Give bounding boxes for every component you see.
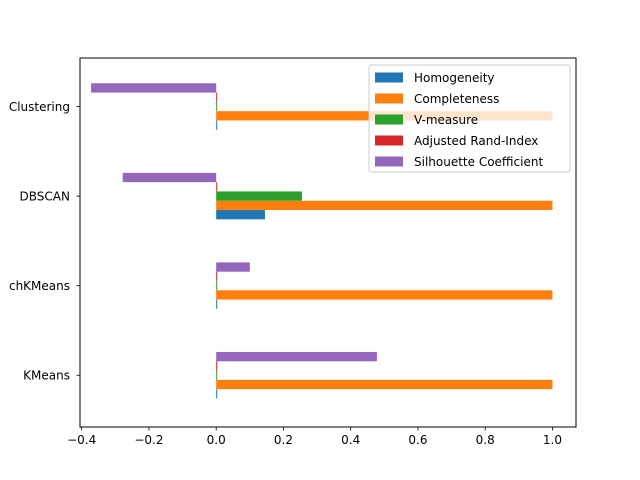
legend-swatch bbox=[375, 114, 403, 125]
bar-v-measure-0 bbox=[216, 370, 218, 380]
legend-swatch bbox=[375, 135, 403, 146]
x-axis: −0.4 −0.2 0.0 0.2 0.4 0.6 0.8 1.0 bbox=[67, 427, 562, 447]
bar-homogeneity-3 bbox=[216, 120, 218, 130]
bar-v-measure-2 bbox=[216, 191, 302, 201]
bar-v-measure-1 bbox=[216, 281, 218, 291]
y-tick-label: Clustering bbox=[9, 100, 70, 114]
y-tick-label: KMeans bbox=[23, 369, 70, 383]
legend-label: Adjusted Rand-Index bbox=[414, 134, 538, 148]
x-tick-label: 0.4 bbox=[341, 433, 360, 447]
y-axis: KMeans chKMeans DBSCAN Clustering bbox=[9, 100, 80, 383]
legend-label: Homogeneity bbox=[414, 71, 495, 85]
legend-swatch bbox=[375, 156, 403, 167]
bar-adjusted-rand-index-2 bbox=[216, 182, 218, 192]
x-tick-label: −0.4 bbox=[67, 433, 96, 447]
legend-label: Completeness bbox=[414, 92, 499, 106]
bar-silhouette-coefficient-1 bbox=[216, 262, 250, 272]
legend-label: Silhouette Coefficient bbox=[414, 155, 543, 169]
bar-completeness-0 bbox=[216, 379, 553, 390]
bar-adjusted-rand-index-1 bbox=[216, 271, 218, 282]
bar-completeness-1 bbox=[216, 290, 553, 300]
legend-box bbox=[368, 64, 571, 173]
bar-silhouette-coefficient-2 bbox=[122, 172, 217, 183]
legend-swatch bbox=[375, 93, 403, 104]
bar-v-measure-3 bbox=[216, 101, 218, 112]
bar-adjusted-rand-index-3 bbox=[216, 92, 218, 102]
bar-homogeneity-2 bbox=[216, 210, 265, 220]
legend-swatch bbox=[375, 72, 403, 83]
x-tick-label: 1.0 bbox=[543, 433, 562, 447]
bar-homogeneity-0 bbox=[216, 389, 218, 399]
bar-adjusted-rand-index-0 bbox=[216, 361, 218, 371]
bar-homogeneity-1 bbox=[216, 299, 218, 309]
bar-silhouette-coefficient-3 bbox=[91, 83, 217, 93]
bar-silhouette-coefficient-0 bbox=[216, 351, 377, 362]
legend-label: V-measure bbox=[414, 113, 478, 127]
x-tick-label: 0.8 bbox=[476, 433, 495, 447]
plot-frame bbox=[79, 57, 577, 428]
bar-completeness-2 bbox=[216, 200, 553, 211]
x-tick-label: 0.6 bbox=[408, 433, 427, 447]
x-tick-label: 0.2 bbox=[274, 433, 293, 447]
x-tick-label: −0.2 bbox=[134, 433, 163, 447]
y-tick-label: chKMeans bbox=[9, 279, 70, 293]
y-tick-label: DBSCAN bbox=[20, 190, 70, 204]
legend: Homogeneity Completeness V-measure Adjusted… bbox=[368, 64, 571, 173]
x-tick-label: 0.0 bbox=[207, 433, 226, 447]
